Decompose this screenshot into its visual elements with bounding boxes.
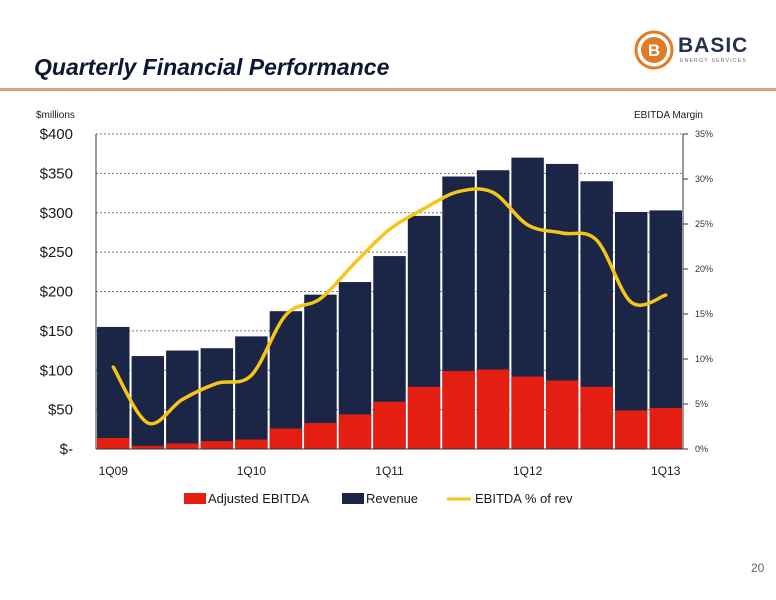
y-tick-label: $350 [40,165,73,182]
revenue-bar [235,336,268,449]
ebitda-margin-line [111,187,668,426]
y-tick-label: $400 [40,126,73,143]
x-tick-label: 1Q09 [99,464,129,478]
y2-tick-label: 5% [695,399,708,409]
y2-axis-title: EBITDA Margin [634,110,703,121]
x-tick-label: 1Q12 [513,464,543,478]
ebitda-bar [511,376,544,449]
revenue-bar [131,356,165,449]
x-tick-label: 1Q11 [375,464,404,478]
y-tick-label: $- [60,441,73,458]
y2-tick-label: 30% [695,174,713,184]
x-tick-label: 1Q10 [237,464,267,478]
y-tick-label: $100 [40,362,73,379]
y2-tick-label: 10% [695,354,713,364]
ebitda-bar [131,445,165,449]
ebitda-bar [442,371,475,449]
ebitda-bar [97,437,130,449]
ebitda-bar [235,439,268,449]
ebitda-bar [373,401,406,449]
legend-swatch-ebitda [184,493,206,504]
ebitda-bar [166,443,199,449]
ebitda-bar [476,369,510,449]
revenue-bar [614,211,648,449]
y2-tick-label: 25% [695,219,713,229]
y-tick-label: $200 [40,284,73,301]
y2-tick-label: 0% [695,444,708,454]
ebitda-bar [407,386,441,449]
logo-wordmark: BASIC [678,34,749,57]
logo-tagline: ENERGY SERVICES [680,58,748,64]
ebitda-bar [649,408,682,449]
legend-swatch-revenue [342,493,364,504]
y-tick-label: $300 [40,205,73,222]
ebitda-bar [580,386,613,449]
ebitda-bar [545,380,579,449]
page-number: 20 [751,561,765,575]
basic-logo: B BASIC ENERGY SERVICES [634,30,774,70]
y-tick-label: $50 [48,402,73,419]
y-tick-label: $150 [40,323,73,340]
y-axis-title: $millions [36,110,75,121]
ebitda-bar [614,410,648,449]
basic-logo-mark-icon: B [634,30,674,70]
ebitda-bar [304,423,337,449]
title-divider [0,88,776,91]
legend-label-ebitda: Adjusted EBITDA [208,491,309,506]
ebitda-bar [338,414,372,449]
legend-label-revenue: Revenue [366,491,418,506]
logo-mark-letter: B [648,41,660,60]
ebitda-bar [200,441,234,449]
ebitda-bar [269,428,303,449]
y2-tick-label: 15% [695,309,713,319]
y-tick-label: $250 [40,244,73,261]
slide-title: Quarterly Financial Performance [34,54,390,80]
legend-label-margin: EBITDA % of rev [475,491,573,506]
y2-tick-label: 20% [695,264,713,274]
revenue-bar [200,348,234,449]
y2-tick-label: 35% [695,129,713,139]
x-tick-label: 1Q13 [651,464,681,478]
